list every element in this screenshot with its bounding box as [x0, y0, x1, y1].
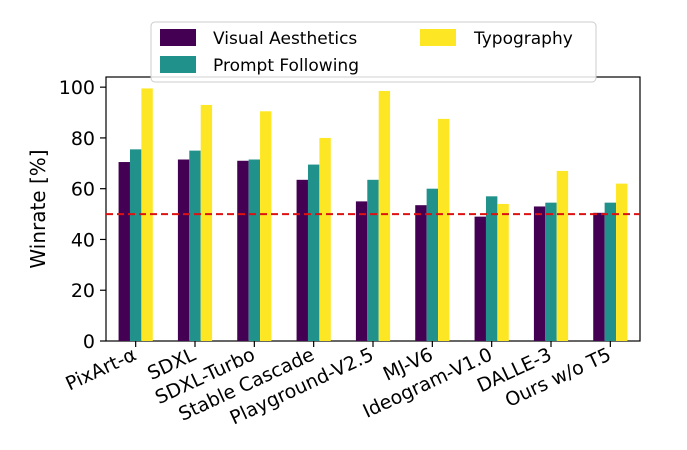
bar-typography-mj-v6 — [438, 118, 450, 341]
bar-visual-aesthetics-ours-w-o-t5 — [593, 212, 605, 341]
bar-prompt-following-mj-v6 — [426, 188, 439, 341]
legend-swatch-prompt-following — [160, 56, 196, 73]
bar-typography-playground-v2-5 — [378, 90, 391, 342]
bar-prompt-following-sdxl-turbo — [248, 159, 261, 341]
bar-typography-sdxl — [200, 104, 213, 341]
legend-label-prompt-following: Prompt Following — [213, 56, 359, 76]
bar-prompt-following-playground-v2-5 — [367, 179, 379, 341]
bar-typography-ours-w-o-t5 — [616, 183, 628, 341]
bar-typography-stable-cascade — [319, 137, 331, 341]
plot-area: 0 20 40 60 80 100 PixArt-α SDXLSDXL-TurboStabl… — [59, 76, 641, 429]
bar-typography-sdxl-turbo — [260, 111, 272, 342]
bar-visual-aesthetics-stable-cascade — [296, 179, 308, 341]
y-axis-label: Winrate [%] — [26, 149, 50, 268]
bar-prompt-following-stable-cascade — [307, 164, 320, 341]
bar-prompt-following-dalle-3 — [545, 202, 557, 341]
legend-label-typography: Typography — [473, 29, 573, 49]
bar-typography-dalle-3 — [556, 170, 569, 341]
y-tick-label-20: 20 — [71, 280, 95, 302]
bar-typography-ideogram-v1-0 — [497, 203, 509, 341]
bar-typography-pixart — [141, 88, 153, 341]
y-tick-label-40: 40 — [71, 229, 95, 251]
bar-prompt-following-sdxl — [189, 150, 201, 341]
legend-swatch-visual-aesthetics — [160, 29, 196, 46]
legend-frame — [150, 21, 597, 83]
y-tick-label-100: 100 — [59, 77, 95, 99]
bar-visual-aesthetics-sdxl-turbo — [237, 160, 249, 341]
y-tick-label-0: 0 — [83, 331, 95, 353]
y-tick-label-60: 60 — [71, 179, 95, 201]
x-tick-label-pixart: PixArt-α — [62, 344, 139, 396]
bar-visual-aesthetics-playground-v2-5 — [355, 201, 368, 341]
bar-visual-aesthetics-dalle-3 — [533, 206, 546, 341]
legend-swatch-typography — [420, 29, 456, 46]
bar-visual-aesthetics-mj-v6 — [415, 205, 427, 341]
bar-prompt-following-ours-w-o-t5 — [604, 202, 617, 341]
legend-label-visual-aesthetics: Visual Aesthetics — [213, 29, 357, 49]
bar-visual-aesthetics-sdxl — [177, 159, 190, 341]
y-tick-label-80: 80 — [71, 128, 95, 150]
bar-prompt-following-pixart — [129, 149, 142, 341]
bar-visual-aesthetics-ideogram-v1-0 — [474, 216, 486, 341]
y-axis-ticks: 0 20 40 60 80 100 — [59, 77, 106, 353]
bar-group — [118, 88, 628, 342]
legend: Visual Aesthetics Prompt Following Typog… — [150, 21, 597, 83]
bar-prompt-following-ideogram-v1-0 — [485, 196, 498, 341]
bar-visual-aesthetics-pixart — [118, 162, 130, 341]
